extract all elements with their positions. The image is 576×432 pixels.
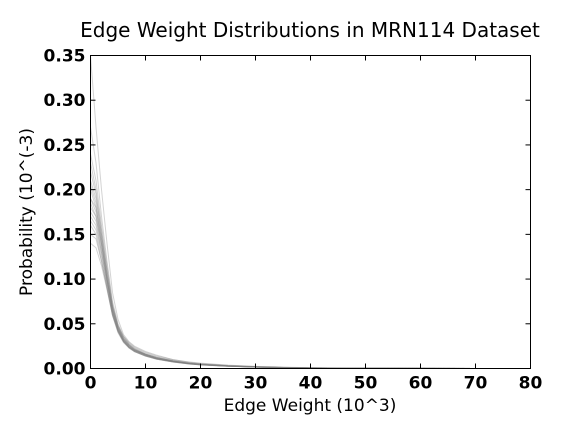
y-tick-label-0.20: 0.20 bbox=[44, 181, 86, 201]
x-tick-label-10: 10 bbox=[134, 374, 158, 394]
y-tick-label-0.10: 0.10 bbox=[44, 270, 86, 290]
series-line-5 bbox=[91, 181, 531, 369]
y-tick-label-0.05: 0.05 bbox=[44, 315, 86, 335]
series-line-2 bbox=[91, 127, 531, 368]
series-line-6 bbox=[91, 190, 531, 369]
x-axis-label: Edge Weight (10^3) bbox=[224, 396, 397, 416]
y-tick-label-0.30: 0.30 bbox=[44, 91, 86, 111]
series-line-17 bbox=[91, 203, 531, 368]
series-line-13 bbox=[91, 234, 531, 368]
series-line-9 bbox=[91, 212, 531, 369]
y-tick-label-0.25: 0.25 bbox=[44, 136, 86, 156]
series-line-18 bbox=[91, 185, 531, 368]
series-line-14 bbox=[91, 243, 531, 368]
series-line-8 bbox=[91, 208, 531, 369]
x-tick-label-30: 30 bbox=[244, 374, 268, 394]
tick-layer: 0 10 20 30 40 50 60 70 80 0.00 0.05 0.10 0.15 0.20 0.2… bbox=[44, 47, 543, 394]
y-axis-label: Probability (10^(-3) bbox=[17, 128, 37, 296]
series-line-15 bbox=[91, 199, 531, 369]
x-tick-label-20: 20 bbox=[189, 374, 213, 394]
x-tick-label-80: 80 bbox=[519, 374, 543, 394]
y-tick-label-0.15: 0.15 bbox=[44, 225, 86, 245]
series-line-7 bbox=[91, 199, 531, 369]
x-tick-label-60: 60 bbox=[409, 374, 433, 394]
x-tick-label-50: 50 bbox=[354, 374, 378, 394]
series-line-3 bbox=[91, 154, 531, 369]
series-line-16 bbox=[91, 163, 531, 369]
chart-title: Edge Weight Distributions in MRN114 Data… bbox=[80, 18, 540, 42]
x-tick-label-70: 70 bbox=[464, 374, 488, 394]
x-tick-label-0: 0 bbox=[85, 374, 97, 394]
series-line-10 bbox=[91, 216, 531, 368]
y-tick-label-0.35: 0.35 bbox=[44, 47, 86, 67]
series-line-12 bbox=[91, 225, 531, 368]
series-line-1 bbox=[91, 56, 531, 369]
x-tick-label-40: 40 bbox=[299, 374, 323, 394]
plot-frame bbox=[91, 56, 531, 369]
y-tick-label-0.00: 0.00 bbox=[44, 360, 86, 380]
series-layer bbox=[91, 56, 531, 369]
series-line-11 bbox=[91, 221, 531, 369]
series-line-4 bbox=[91, 172, 531, 369]
